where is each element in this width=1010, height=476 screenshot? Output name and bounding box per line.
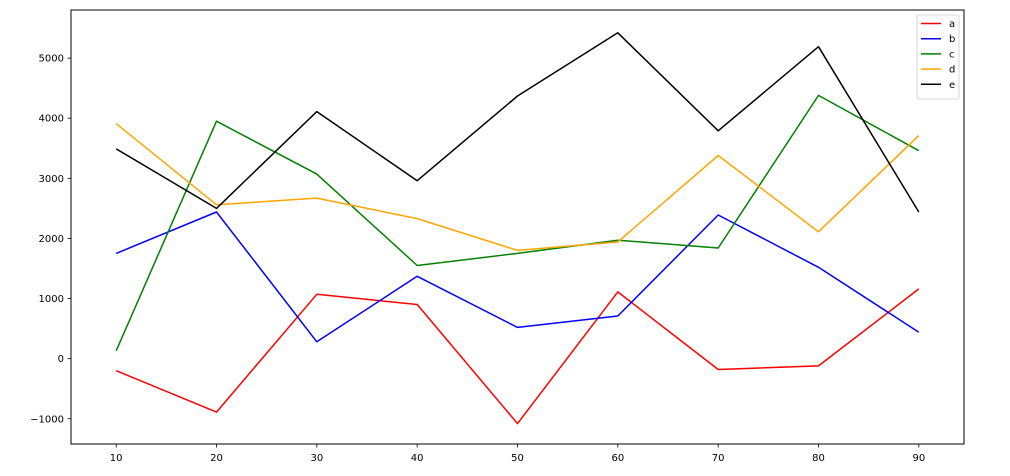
y-tick-label: 0 [58, 354, 64, 365]
series-line-c [115, 94, 920, 352]
y-tick-label: 5000 [39, 54, 64, 65]
y-tick-label: 2000 [39, 234, 64, 245]
y-axis: −1000 0 1000 2000 3000 4000 5000 [30, 54, 71, 425]
series-layer [115, 32, 920, 425]
x-tick-label: 30 [310, 453, 323, 464]
x-tick-label: 40 [411, 453, 424, 464]
y-tick-label: −1000 [30, 414, 64, 425]
x-tick-label: 20 [210, 453, 223, 464]
x-tick-label: 10 [110, 453, 123, 464]
series-line-e [115, 32, 920, 213]
x-tick-label: 50 [511, 453, 524, 464]
y-tick-label: 1000 [39, 294, 64, 305]
x-tick-label: 90 [912, 453, 925, 464]
legend-label-c: c [949, 49, 955, 60]
series-line-b [115, 211, 920, 343]
x-tick-label: 70 [712, 453, 725, 464]
legend-label-e: e [949, 80, 955, 91]
legend-label-b: b [949, 34, 955, 45]
x-axis: 10 20 30 40 50 60 70 80 90 [110, 444, 925, 464]
x-tick-label: 80 [812, 453, 825, 464]
y-tick-label: 3000 [39, 174, 64, 185]
y-tick-label: 4000 [39, 114, 64, 125]
series-line-a [115, 288, 920, 425]
legend-label-d: d [949, 65, 955, 76]
x-tick-label: 60 [611, 453, 624, 464]
series-line-d [115, 123, 920, 252]
legend-label-a: a [949, 19, 955, 30]
plot-area [71, 10, 964, 444]
legend-box [916, 14, 960, 100]
